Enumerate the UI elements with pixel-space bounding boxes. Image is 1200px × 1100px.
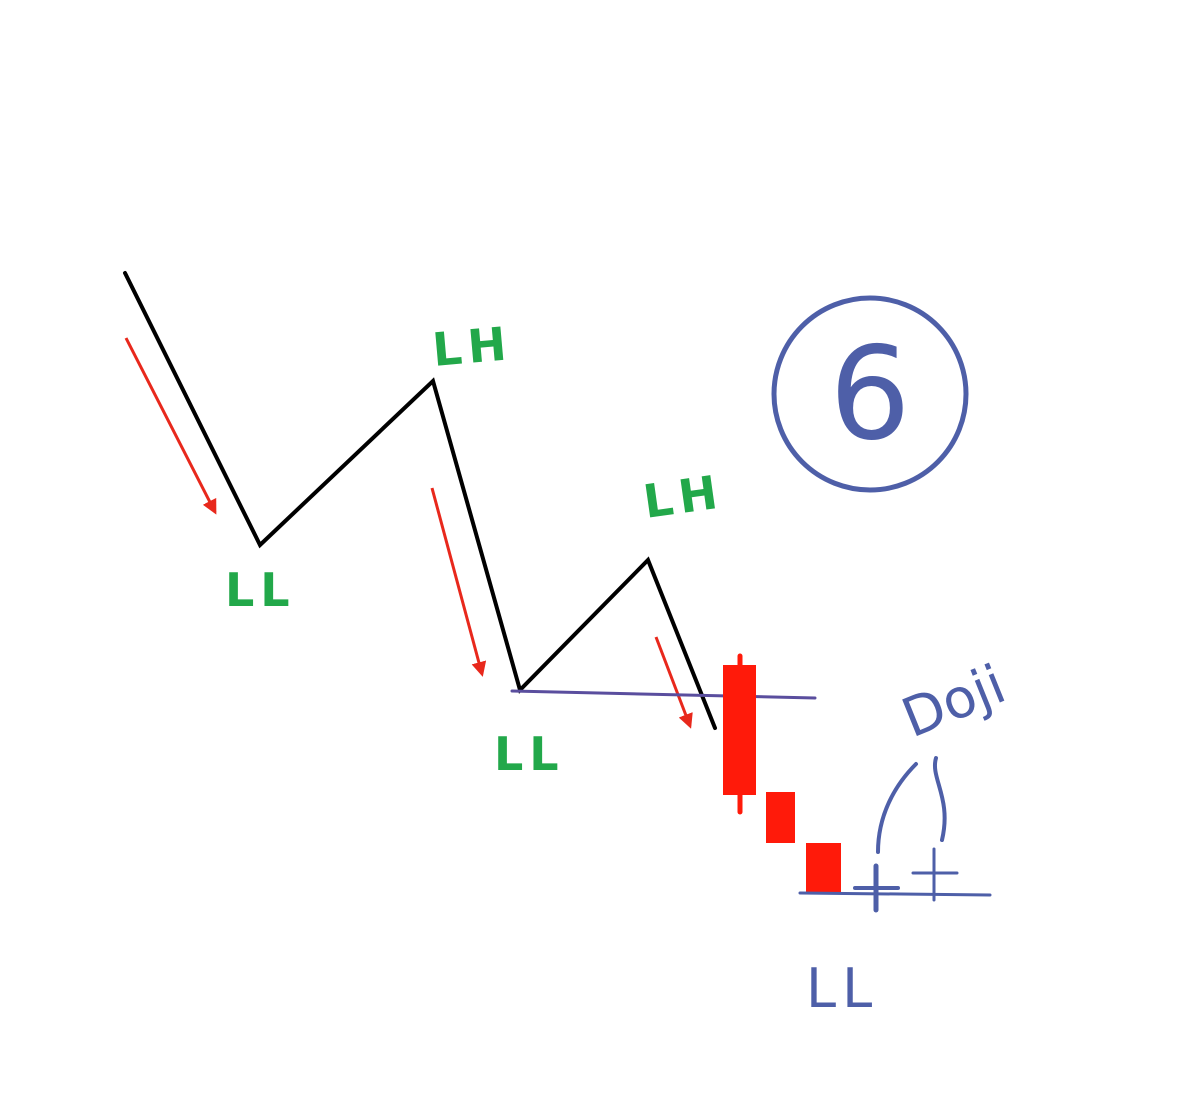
label-doji: Doji: [893, 652, 1014, 750]
down-trend-arrow-2: [430, 487, 487, 677]
label-first-low: LL: [225, 563, 296, 617]
down-trend-arrow-3: [654, 636, 693, 729]
support-break-line: [510, 689, 817, 700]
medium-bearish-candle: [766, 792, 795, 843]
small-bearish-candle: [806, 843, 841, 894]
big-bearish-candle: [723, 665, 756, 795]
step-number-circle: [771, 295, 969, 493]
doji-pointer-right: [932, 756, 947, 842]
doji-candle-1: [853, 863, 900, 913]
doji-pointer-left: [876, 762, 918, 854]
label-first-high: LH: [430, 316, 514, 377]
step-number: 6: [829, 320, 910, 469]
label-second-low: LL: [494, 727, 565, 781]
doji-candle-2: [911, 847, 959, 902]
label-second-high: LH: [640, 464, 727, 529]
label-final-low: LL: [806, 957, 878, 1020]
final-low-baseline: [798, 891, 992, 897]
price-zigzag-line: [123, 271, 717, 730]
down-trend-arrow-1: [124, 337, 217, 515]
bearish-candles: [723, 653, 841, 894]
